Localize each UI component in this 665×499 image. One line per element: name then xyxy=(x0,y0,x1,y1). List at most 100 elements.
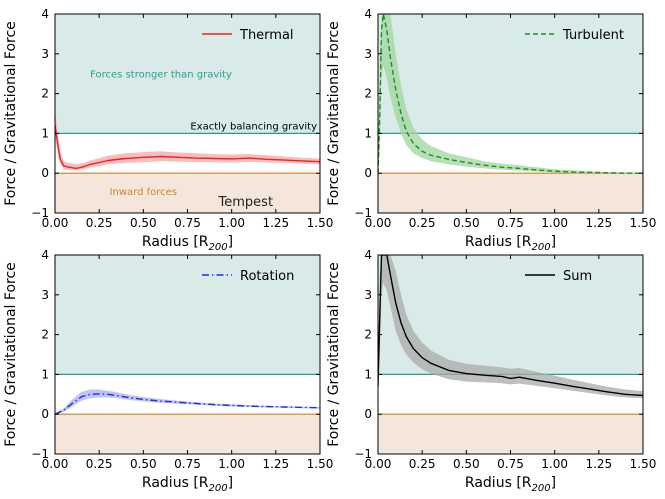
x-tick-label: 1.50 xyxy=(630,457,657,471)
y-tick-label: 1 xyxy=(364,126,372,140)
x-tick-label: 0.25 xyxy=(409,457,436,471)
x-tick-label: 0.50 xyxy=(130,457,157,471)
plot-area xyxy=(55,389,320,415)
upper-region xyxy=(55,255,320,375)
series-line-sum xyxy=(378,255,643,397)
x-tick-label: 0.00 xyxy=(365,216,392,230)
y-tick-label: 3 xyxy=(364,288,372,302)
panel-top-right: 0.00 0.25 0.50 0.75 1.00 1.25 1.50 −1 0 1 2 3 4 Radiu… xyxy=(326,7,656,253)
uncertainty-band xyxy=(55,109,320,171)
x-axis-label-main: Radius [R xyxy=(142,475,209,491)
series-line-thermal xyxy=(55,125,320,170)
y-tick-label: −1 xyxy=(354,206,372,220)
x-tick-label: 0.00 xyxy=(365,457,392,471)
x-tick-label: 0.75 xyxy=(174,457,201,471)
y-axis-label: Force / Gravitational Force xyxy=(3,262,19,447)
x-axis-label-sub: 200 xyxy=(209,483,228,494)
plot-area xyxy=(55,109,320,171)
x-axis-label-main: Radius [R xyxy=(465,475,532,491)
y-tick-label: 4 xyxy=(41,7,49,21)
watermark-text: Tempest xyxy=(218,195,274,210)
plot-area xyxy=(378,255,643,399)
x-tick-label: 0.25 xyxy=(86,216,113,230)
y-tick-label: 1 xyxy=(364,367,372,381)
y-tick-label: 2 xyxy=(41,87,49,101)
x-tick-label: 1.25 xyxy=(585,216,612,230)
upper-region-label: Forces stronger than gravity xyxy=(90,70,232,81)
y-tick-label: 4 xyxy=(364,248,372,262)
lower-region xyxy=(378,414,643,454)
y-tick-label: −1 xyxy=(31,206,49,220)
x-axis-label-end: ] xyxy=(228,475,233,491)
x-tick-label: 0.75 xyxy=(497,216,524,230)
x-tick-label: 1.50 xyxy=(307,216,334,230)
x-tick-label: 0.50 xyxy=(130,216,157,230)
lower-region xyxy=(55,414,320,454)
legend-label: Sum xyxy=(563,269,592,284)
x-tick-label: 0.50 xyxy=(453,216,480,230)
x-axis-label-main: Radius [R xyxy=(142,234,209,250)
y-tick-label: 2 xyxy=(364,328,372,342)
x-tick-label: 1.50 xyxy=(307,457,334,471)
series-line-turbulent xyxy=(378,14,643,174)
x-tick-label: 0.75 xyxy=(174,216,201,230)
x-axis-label: Radius [R200] xyxy=(142,475,233,494)
y-tick-label: 4 xyxy=(364,7,372,21)
y-tick-label: 0 xyxy=(364,166,372,180)
x-axis-label-main: Radius [R xyxy=(465,234,532,250)
x-tick-label: 1.25 xyxy=(585,457,612,471)
y-tick-label: 3 xyxy=(41,47,49,61)
x-tick-label: 0.75 xyxy=(497,457,524,471)
y-tick-label: 2 xyxy=(364,87,372,101)
x-tick-label: 0.50 xyxy=(453,457,480,471)
x-axis-label-sub: 200 xyxy=(532,242,551,253)
legend-label: Rotation xyxy=(240,269,294,284)
y-axis-label: Force / Gravitational Force xyxy=(326,21,342,206)
x-axis-label-end: ] xyxy=(551,475,556,491)
x-axis-label: Radius [R200] xyxy=(142,234,233,253)
plot-area xyxy=(378,14,643,174)
lower-region-label: Inward forces xyxy=(110,187,177,198)
x-tick-label: 0.25 xyxy=(409,216,436,230)
series-line-rotation xyxy=(55,393,320,415)
y-axis-label: Force / Gravitational Force xyxy=(326,262,342,447)
x-tick-label: 0.00 xyxy=(42,457,69,471)
lower-region xyxy=(55,173,320,213)
y-tick-label: 2 xyxy=(41,328,49,342)
y-tick-label: 1 xyxy=(41,367,49,381)
x-axis-label-end: ] xyxy=(551,234,556,250)
x-tick-label: 1.50 xyxy=(630,216,657,230)
y-axis-label: Force / Gravitational Force xyxy=(3,21,19,206)
x-tick-label: 1.00 xyxy=(541,216,568,230)
panel-bottom-left: 0.00 0.25 0.50 0.75 1.00 1.25 1.50 −1 0 1 2 3 4 Radiu… xyxy=(3,248,333,494)
panel-bottom-right: 0.00 0.25 0.50 0.75 1.00 1.25 1.50 −1 0 1 2 3 4 Radiu… xyxy=(326,248,656,494)
x-tick-label: 1.00 xyxy=(541,457,568,471)
y-tick-label: 0 xyxy=(364,407,372,421)
x-axis-label: Radius [R200] xyxy=(465,475,556,494)
legend-label: Turbulent xyxy=(562,28,624,43)
x-tick-label: 1.25 xyxy=(262,457,289,471)
y-tick-label: −1 xyxy=(31,447,49,461)
y-tick-label: 4 xyxy=(41,248,49,262)
uncertainty-band xyxy=(378,255,643,399)
x-axis-label-end: ] xyxy=(228,234,233,250)
x-tick-label: 1.00 xyxy=(218,216,245,230)
x-axis-label-sub: 200 xyxy=(532,483,551,494)
y-tick-label: −1 xyxy=(354,447,372,461)
legend-label: Thermal xyxy=(239,28,294,43)
upper-region xyxy=(55,14,320,134)
x-tick-label: 1.25 xyxy=(262,216,289,230)
y-tick-label: 1 xyxy=(41,126,49,140)
y-tick-label: 3 xyxy=(364,47,372,61)
x-tick-label: 0.25 xyxy=(86,457,113,471)
x-tick-label: 1.00 xyxy=(218,457,245,471)
upper-region xyxy=(378,14,643,134)
x-tick-label: 0.00 xyxy=(42,216,69,230)
x-axis-label-sub: 200 xyxy=(209,242,228,253)
lower-region xyxy=(378,173,643,213)
y-tick-label: 3 xyxy=(41,288,49,302)
uncertainty-band xyxy=(55,389,320,415)
panel-top-left: Forces stronger than gravity Exactly bala… xyxy=(3,7,333,253)
balance-label: Exactly balancing gravity xyxy=(190,121,317,132)
